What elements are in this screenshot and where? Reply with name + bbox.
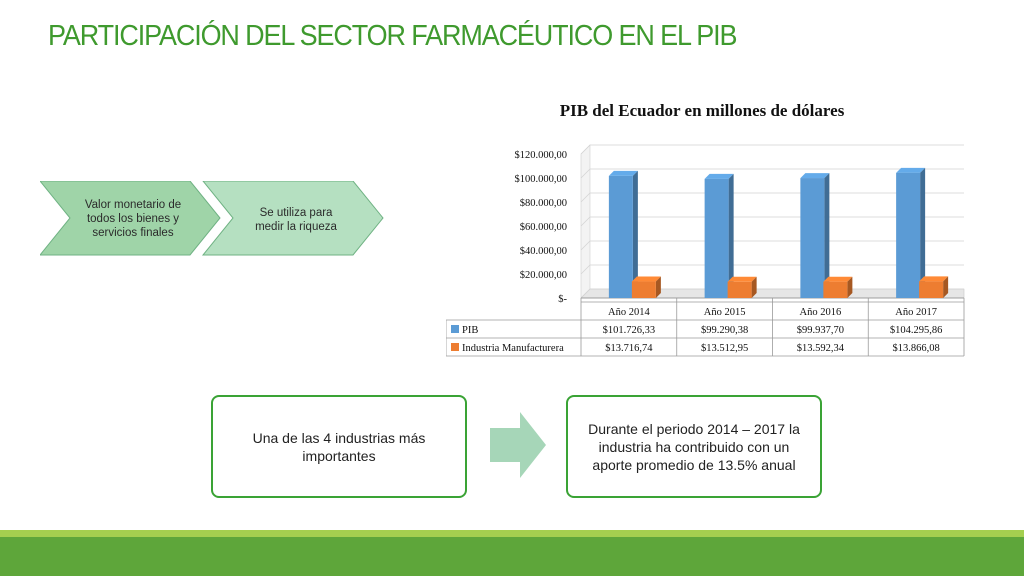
info-box-industries-text: Una de las 4 industrias más importantes bbox=[252, 429, 426, 464]
bar-industria bbox=[631, 276, 661, 298]
footer-accent-bar bbox=[0, 530, 1024, 537]
data-table-value: $13.866,08 bbox=[893, 343, 940, 354]
x-category-label: Año 2015 bbox=[704, 307, 746, 318]
y-tick-label: $100.000,00 bbox=[515, 174, 568, 185]
info-box-period: Durante el periodo 2014 – 2017 la indust… bbox=[566, 395, 822, 498]
x-category-label: Año 2014 bbox=[608, 307, 650, 318]
chevron-1-text-line: servicios finales bbox=[92, 227, 173, 239]
chart-gridline bbox=[580, 240, 964, 251]
info-box-industries: Una de las 4 industrias más importantes bbox=[211, 395, 467, 498]
chart-gridline bbox=[580, 264, 964, 275]
chevron-2-text-line: medir la riqueza bbox=[255, 221, 337, 233]
chevron-process: Valor monetario de todos los bienes y serv… bbox=[40, 181, 384, 256]
chevron-1-text-line: todos los bienes y bbox=[87, 213, 179, 225]
pib-chart: PIB del Ecuador en millones de dólares $-… bbox=[446, 101, 965, 357]
y-tick-label: $120.000,00 bbox=[515, 150, 568, 161]
data-table-value: $99.937,70 bbox=[797, 325, 844, 336]
bar-pib bbox=[896, 167, 926, 298]
data-table-value: $99.290,38 bbox=[701, 325, 748, 336]
x-category-label: Año 2017 bbox=[895, 307, 937, 318]
chart-gridline bbox=[580, 144, 964, 155]
data-table-value: $13.592,34 bbox=[797, 343, 845, 354]
chevron-1: Valor monetario de todos los bienes y serv… bbox=[40, 181, 221, 256]
chart-gridline bbox=[580, 216, 964, 227]
footer-bar bbox=[0, 537, 1024, 576]
data-table-value: $104.295,86 bbox=[890, 325, 943, 336]
chevron-2-text: Se utiliza para medir la riqueza bbox=[255, 207, 337, 233]
y-tick-label: $60.000,00 bbox=[520, 222, 567, 233]
right-arrow-icon bbox=[490, 412, 546, 478]
data-table-value: $13.716,74 bbox=[605, 343, 653, 354]
bar-industria bbox=[919, 276, 949, 298]
info-box-period-text: Durante el periodo 2014 – 2017 la indust… bbox=[588, 420, 800, 473]
legend-swatch bbox=[451, 343, 459, 351]
y-tick-label: $- bbox=[558, 294, 567, 305]
y-tick-label: $20.000,00 bbox=[520, 270, 567, 281]
chart-title: PIB del Ecuador en millones de dólares bbox=[560, 101, 845, 120]
chart-gridline bbox=[580, 192, 964, 203]
y-tick-label: $80.000,00 bbox=[520, 198, 567, 209]
data-table-value: $101.726,33 bbox=[603, 325, 656, 336]
bar-pib bbox=[800, 173, 830, 298]
bar-pib bbox=[704, 173, 734, 298]
y-tick-label: $40.000,00 bbox=[520, 246, 567, 257]
bar-pib bbox=[608, 170, 638, 298]
bar-industria bbox=[823, 276, 853, 298]
chevron-2: Se utiliza para medir la riqueza bbox=[201, 181, 384, 256]
legend-label: Industria Manufacturera bbox=[462, 343, 564, 354]
chevron-1-text: Valor monetario de todos los bienes y serv… bbox=[85, 199, 181, 239]
bar-industria bbox=[727, 276, 757, 298]
chevron-1-text-line: Valor monetario de bbox=[85, 199, 181, 211]
slide-title: PARTICIPACIÓN DEL SECTOR FARMACÉUTICO EN… bbox=[48, 20, 737, 52]
chart-gridline bbox=[580, 168, 964, 179]
data-table-value: $13.512,95 bbox=[701, 343, 748, 354]
legend-swatch bbox=[451, 325, 459, 333]
chevron-2-text-line: Se utiliza para bbox=[260, 207, 333, 219]
legend-label: PIB bbox=[462, 325, 478, 336]
x-category-label: Año 2016 bbox=[800, 307, 842, 318]
